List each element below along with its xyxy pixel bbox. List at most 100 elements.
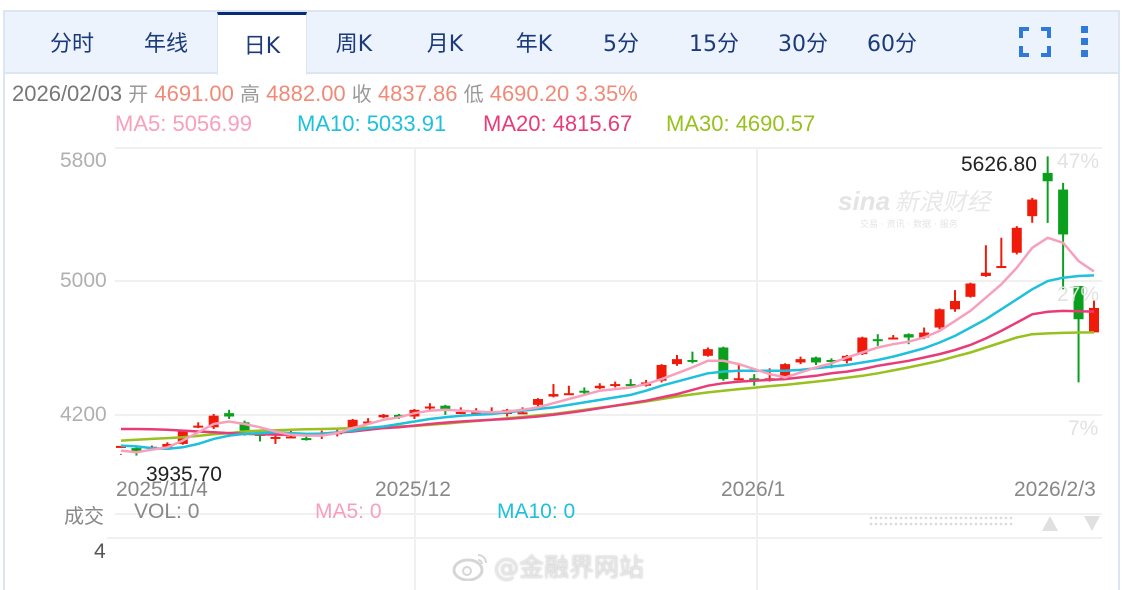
more-button[interactable] xyxy=(1073,24,1097,60)
scroll-up-icon[interactable] xyxy=(1042,516,1058,531)
candle[interactable] xyxy=(224,413,235,417)
candle[interactable] xyxy=(363,421,374,424)
weibo-handle: @金融界网站 xyxy=(494,553,645,582)
sina-logo: sina xyxy=(838,186,891,216)
min-price-annotation: 3935.70 xyxy=(146,463,222,486)
ma10-legend: MA10: 5033.91 xyxy=(297,111,447,136)
candle[interactable] xyxy=(301,438,312,441)
info-date: 2026/02/03 xyxy=(12,81,123,106)
tab-intraday[interactable]: 分时 xyxy=(49,32,94,57)
candle[interactable] xyxy=(625,384,636,387)
candle[interactable] xyxy=(811,357,821,363)
candle[interactable] xyxy=(672,359,682,365)
candle[interactable] xyxy=(826,359,837,362)
ma20-legend: MA20: 4815.67 xyxy=(483,111,633,136)
close-label: 收 xyxy=(351,82,372,106)
tab-year-line[interactable]: 年线 xyxy=(143,32,188,57)
candle[interactable] xyxy=(285,436,296,439)
candle[interactable] xyxy=(1011,227,1022,253)
scroll-down-icon[interactable] xyxy=(1084,516,1100,531)
x-tick-2025-11-4: 2025/11/4 xyxy=(116,478,208,501)
fullscreen-button[interactable] xyxy=(1017,24,1053,60)
candle[interactable] xyxy=(903,334,914,338)
candle[interactable] xyxy=(440,405,451,410)
candle[interactable] xyxy=(610,384,621,387)
candle[interactable] xyxy=(702,349,713,356)
candle[interactable] xyxy=(270,436,281,439)
ma30-legend: MA30: 4690.57 xyxy=(666,111,816,136)
candle[interactable] xyxy=(533,399,543,405)
candle[interactable] xyxy=(131,448,142,452)
candle[interactable] xyxy=(347,419,358,428)
candle[interactable] xyxy=(795,359,806,363)
open-value: 4691.00 xyxy=(154,81,234,106)
tab-15min[interactable]: 15分 xyxy=(689,32,739,57)
candle[interactable] xyxy=(579,390,590,393)
period-tab-bar: 分时 年线 日K 周K 月K 年K 5分 15分 30分 60分 xyxy=(5,12,1118,75)
volume-ma10: MA10: 0 xyxy=(497,500,576,523)
sina-finance-text: 新浪财经 xyxy=(894,188,991,216)
candle[interactable] xyxy=(1089,307,1099,333)
candle[interactable] xyxy=(888,337,899,340)
tab-60min[interactable]: 60分 xyxy=(867,32,917,57)
candle[interactable] xyxy=(919,332,930,338)
candle[interactable] xyxy=(548,394,559,397)
candle[interactable] xyxy=(208,415,219,428)
kline-chart-panel: 分时 年线 日K 周K 月K 年K 5分 15分 30分 60分 xyxy=(3,10,1120,590)
candle[interactable] xyxy=(471,412,482,415)
candle[interactable] xyxy=(857,337,868,355)
low-label: 低 xyxy=(463,82,484,106)
change-pct: 3.35% xyxy=(575,81,638,106)
tab-daily-k[interactable]: 日K xyxy=(217,12,307,75)
fullscreen-icon xyxy=(1019,27,1051,57)
low-value: 4690.20 xyxy=(489,81,570,106)
tab-yearly-k[interactable]: 年K xyxy=(515,32,553,57)
tab-5min[interactable]: 5分 xyxy=(603,32,639,57)
y-tick-5000: 5000 xyxy=(60,269,107,292)
candle[interactable] xyxy=(563,393,574,396)
candle[interactable] xyxy=(239,422,250,431)
ma20-line xyxy=(121,309,1095,437)
y-tick-5800: 5800 xyxy=(60,149,107,172)
candle[interactable] xyxy=(656,364,667,381)
pct-tick-47: 47% xyxy=(1057,150,1100,173)
pct-tick-27: 27% xyxy=(1057,283,1100,306)
candle[interactable] xyxy=(517,412,528,415)
x-tick-2025-12: 2025/12 xyxy=(375,478,451,501)
ma30-line xyxy=(120,331,1095,442)
ma5-line xyxy=(120,236,1095,454)
tab-weekly-k[interactable]: 周K xyxy=(335,32,373,57)
ohlc-info-line: 2026/02/03 开 4691.00 高 4882.00 收 4837.86… xyxy=(12,78,638,107)
candle[interactable] xyxy=(594,385,605,389)
candle[interactable] xyxy=(1073,285,1084,320)
weibo-icon xyxy=(452,554,487,581)
candle[interactable] xyxy=(980,272,991,277)
high-value: 4882.00 xyxy=(266,81,346,106)
candle[interactable] xyxy=(718,347,729,380)
sina-subtitle: 交易 · 资讯 · 数据 · 服务 xyxy=(860,220,958,230)
tab-30min[interactable]: 30分 xyxy=(778,32,828,57)
sina-finance-watermark: sina 新浪财经 交易 · 资讯 · 数据 · 服务 xyxy=(838,182,990,230)
candle[interactable] xyxy=(1058,189,1069,235)
candle[interactable] xyxy=(1042,172,1053,182)
candle[interactable] xyxy=(996,266,1007,269)
candle[interactable] xyxy=(1027,199,1038,217)
candle[interactable] xyxy=(193,425,204,428)
ma10-line xyxy=(120,274,1095,451)
candle[interactable] xyxy=(749,378,760,381)
candle[interactable] xyxy=(424,406,435,409)
candle[interactable] xyxy=(687,359,698,362)
candle[interactable] xyxy=(733,378,744,381)
tab-monthly-k[interactable]: 月K xyxy=(426,32,464,57)
more-vertical-icon xyxy=(1081,26,1088,57)
candle[interactable] xyxy=(872,339,883,342)
candle[interactable] xyxy=(116,445,126,448)
volume-title: 成交 xyxy=(64,504,104,528)
candle[interactable] xyxy=(934,309,945,328)
candle[interactable] xyxy=(965,283,976,297)
high-label: 高 xyxy=(240,82,261,106)
candle[interactable] xyxy=(455,412,466,415)
candle[interactable] xyxy=(378,414,389,418)
candle[interactable] xyxy=(950,300,960,310)
